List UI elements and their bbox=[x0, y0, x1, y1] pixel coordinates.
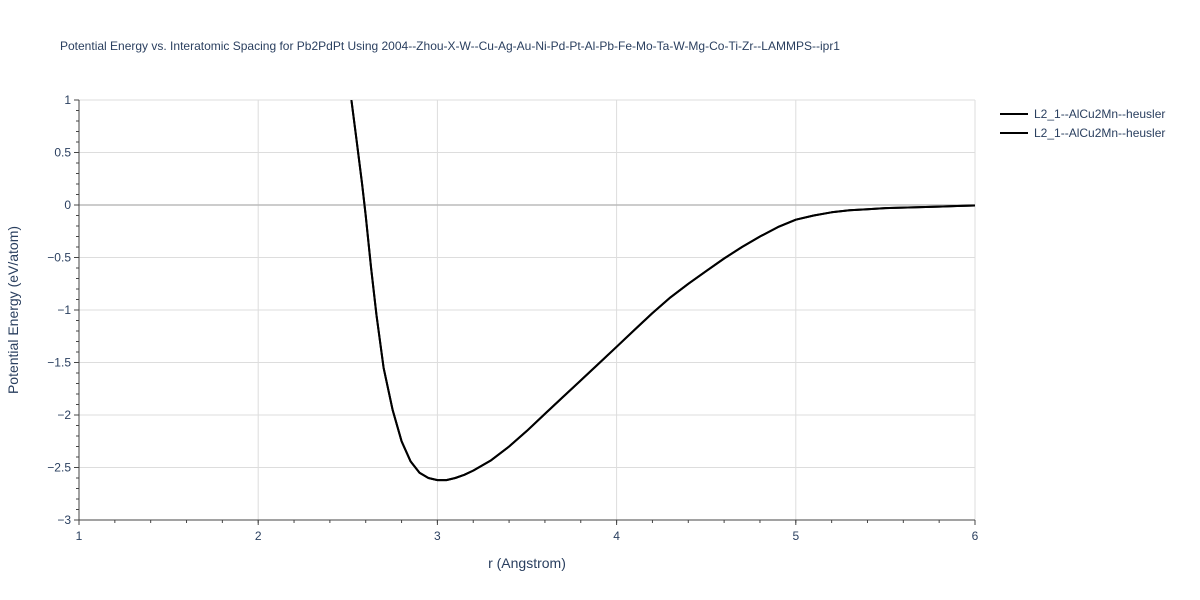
x-tick-label: 4 bbox=[613, 529, 620, 543]
y-tick-label: −2.5 bbox=[47, 461, 71, 475]
x-tick-label: 5 bbox=[792, 529, 799, 543]
legend[interactable]: L2_1--AlCu2Mn--heusler L2_1--AlCu2Mn--heu… bbox=[1000, 107, 1165, 140]
series-line-2 bbox=[350, 100, 975, 482]
y-tick-label: −1.5 bbox=[47, 356, 71, 370]
y-tick-label: −3 bbox=[57, 513, 71, 527]
x-ticks: 1 2 3 4 5 6 bbox=[76, 520, 979, 543]
grid bbox=[79, 99, 976, 520]
y-tick-label: 0 bbox=[64, 198, 71, 212]
x-tick-label: 3 bbox=[434, 529, 441, 543]
y-ticks: 1 0.5 0 −0.5 −1 −1.5 −2 −2.5 −3 bbox=[47, 93, 79, 527]
y-tick-label: −1 bbox=[57, 303, 71, 317]
x-tick-label: 1 bbox=[76, 529, 83, 543]
y-tick-label: −2 bbox=[57, 408, 71, 422]
legend-label: L2_1--AlCu2Mn--heusler bbox=[1034, 126, 1165, 140]
series-line-1 bbox=[350, 100, 975, 482]
y-tick-label: 0.5 bbox=[54, 146, 71, 160]
series-layer bbox=[350, 100, 975, 482]
x-axis-title: r (Angstrom) bbox=[488, 555, 566, 571]
x-tick-label: 6 bbox=[972, 529, 979, 543]
legend-item-1[interactable]: L2_1--AlCu2Mn--heusler bbox=[1000, 107, 1165, 121]
legend-label: L2_1--AlCu2Mn--heusler bbox=[1034, 107, 1165, 121]
legend-item-2[interactable]: L2_1--AlCu2Mn--heusler bbox=[1000, 126, 1165, 140]
y-tick-label: −0.5 bbox=[47, 251, 71, 265]
chart-title: Potential Energy vs. Interatomic Spacing… bbox=[60, 39, 840, 53]
x-tick-label: 2 bbox=[255, 529, 262, 543]
y-axis-title: Potential Energy (eV/atom) bbox=[5, 226, 21, 394]
y-tick-label: 1 bbox=[64, 93, 71, 107]
